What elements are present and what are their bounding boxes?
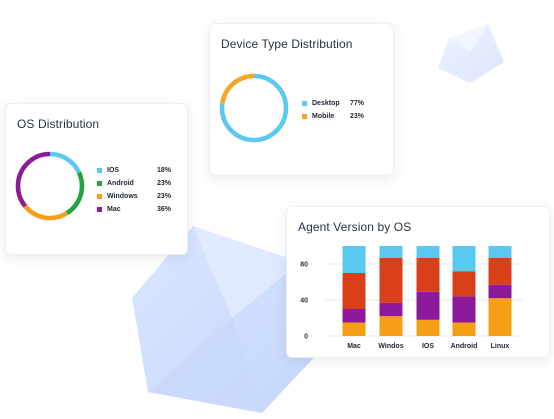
legend-value: 18% bbox=[157, 167, 172, 174]
legend-label: Windows bbox=[107, 193, 138, 200]
os-slice-android bbox=[15, 151, 85, 221]
agent-card-title: Agent Version by OS bbox=[298, 220, 412, 234]
bar-segment-android-1 bbox=[452, 296, 476, 323]
bar-segment-ios-0 bbox=[416, 319, 440, 336]
agent-version-card: Agent Version by OS 80 40 0 Mac Windos IOS And… bbox=[286, 206, 550, 358]
bar-segment-windos-3 bbox=[379, 246, 403, 258]
device-donut-chart bbox=[219, 73, 289, 143]
bar-segment-ios-3 bbox=[416, 246, 440, 258]
legend-value: 23% bbox=[350, 113, 365, 120]
small-cube-shape bbox=[438, 24, 504, 83]
bar-segment-ios-2 bbox=[416, 257, 440, 292]
device-card-title: Device Type Distribution bbox=[221, 37, 353, 51]
x-tick-label-android: Android bbox=[451, 343, 478, 350]
legend-label: Mac bbox=[107, 206, 121, 213]
bar-segment-mac-0 bbox=[342, 322, 366, 336]
legend-value: 23% bbox=[157, 180, 172, 187]
large-cube-shape bbox=[132, 226, 321, 413]
legend-value: 36% bbox=[157, 206, 172, 213]
x-tick-label-windos: Windos bbox=[378, 343, 403, 350]
bar-segment-windos-0 bbox=[379, 316, 403, 336]
bar-segment-linux-0 bbox=[488, 298, 512, 336]
y-tick-label: 40 bbox=[300, 298, 308, 305]
device-type-card: Device Type Distribution Desktop 77% Mob… bbox=[209, 23, 394, 176]
legend-swatch bbox=[97, 168, 102, 173]
bar-segment-mac-1 bbox=[342, 309, 366, 323]
legend-value: 23% bbox=[157, 193, 172, 200]
os-legend-item-windows: Windows 23% bbox=[97, 190, 171, 203]
y-tick-label: 0 bbox=[304, 334, 308, 341]
os-legend-item-android: Android 23% bbox=[97, 177, 171, 190]
device-legend: Desktop 77% Mobile 23% bbox=[302, 97, 364, 123]
legend-swatch bbox=[97, 194, 102, 199]
bar-segment-android-0 bbox=[452, 322, 476, 336]
bar-segment-mac-3 bbox=[342, 246, 366, 273]
bar-segment-ios-1 bbox=[416, 291, 440, 320]
legend-swatch bbox=[97, 207, 102, 212]
legend-value: 77% bbox=[350, 100, 365, 107]
x-tick-label-linux: Linux bbox=[491, 343, 510, 350]
os-legend-item-mac: Mac 36% bbox=[97, 203, 171, 216]
os-card-title: OS Distribution bbox=[17, 117, 100, 131]
bar-segment-windos-1 bbox=[379, 302, 403, 317]
x-tick-label-ios: IOS bbox=[422, 343, 434, 350]
bar-segment-windos-2 bbox=[379, 257, 403, 303]
y-tick-label: 80 bbox=[300, 262, 308, 269]
bar-segment-linux-1 bbox=[488, 284, 512, 299]
bar-segment-mac-2 bbox=[342, 273, 366, 309]
x-tick-label-mac: Mac bbox=[347, 343, 361, 350]
os-slice-mac bbox=[15, 151, 85, 221]
os-slice-windows bbox=[15, 151, 85, 221]
os-distribution-card: OS Distribution IOS 18% Android 23% Wind… bbox=[5, 103, 188, 255]
legend-label: Android bbox=[107, 180, 134, 187]
agent-version-bar-chart: 80 40 0 Mac Windos IOS Android Linux bbox=[300, 246, 523, 350]
legend-label: IOS bbox=[107, 167, 120, 174]
os-legend-item-ios: IOS 18% bbox=[97, 164, 171, 177]
device-legend-item-mobile: Mobile 23% bbox=[302, 110, 364, 123]
bar-segment-android-2 bbox=[452, 271, 476, 297]
device-legend-item-desktop: Desktop 77% bbox=[302, 97, 364, 110]
bar-segment-linux-2 bbox=[488, 257, 512, 285]
legend-swatch bbox=[97, 181, 102, 186]
os-donut-chart bbox=[15, 151, 85, 221]
legend-label: Desktop bbox=[312, 100, 340, 107]
legend-swatch bbox=[302, 101, 307, 106]
bar-segment-android-3 bbox=[452, 246, 476, 272]
legend-label: Mobile bbox=[312, 113, 335, 120]
device-slice-mobile bbox=[219, 73, 289, 143]
legend-swatch bbox=[302, 114, 307, 119]
os-legend: IOS 18% Android 23% Windows 23% Mac 36% bbox=[97, 164, 171, 216]
bar-segment-linux-3 bbox=[488, 246, 512, 258]
